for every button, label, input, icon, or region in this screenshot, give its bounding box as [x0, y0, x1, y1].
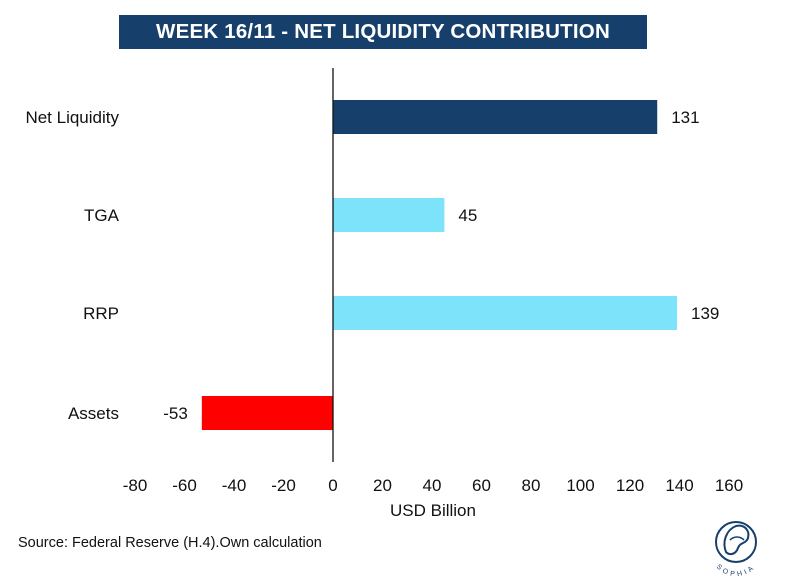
x-tick-label: -40	[222, 476, 247, 495]
x-tick-label: -60	[172, 476, 197, 495]
x-tick-label: 40	[423, 476, 442, 495]
category-label: Assets	[68, 404, 119, 423]
x-tick-label: 60	[472, 476, 491, 495]
source-note: Source: Federal Reserve (H.4).Own calcul…	[18, 535, 322, 551]
sophia-logo-icon: SOPHIA	[715, 521, 757, 578]
category-label: Net Liquidity	[25, 108, 119, 127]
x-tick-labels: -80 -60 -40 -20 0 20 40 60 80 100 120 140 160	[123, 476, 743, 495]
data-label: 139	[691, 304, 719, 323]
x-tick-label: -20	[271, 476, 296, 495]
x-tick-label: -80	[123, 476, 148, 495]
bars-group	[201, 100, 678, 430]
bar-assets	[201, 396, 333, 430]
x-tick-label: 100	[566, 476, 594, 495]
x-tick-label: 20	[373, 476, 392, 495]
category-label: RRP	[83, 304, 119, 323]
data-label: 131	[671, 108, 699, 127]
category-label: TGA	[84, 206, 120, 225]
x-tick-label: 0	[328, 476, 337, 495]
x-axis-title: USD Billion	[390, 501, 476, 520]
logo-wordmark: SOPHIA	[715, 563, 754, 578]
data-label: 45	[458, 206, 477, 225]
bar-tga	[333, 198, 445, 232]
bar-rrp	[333, 296, 678, 330]
data-label: -53	[163, 404, 188, 423]
category-labels: Net Liquidity TGA RRP Assets	[25, 108, 119, 423]
x-tick-label: 160	[715, 476, 743, 495]
x-tick-label: 140	[665, 476, 693, 495]
x-tick-label: 120	[616, 476, 644, 495]
x-tick-label: 80	[522, 476, 541, 495]
value-labels: 131 45 139 -53	[163, 108, 719, 423]
bar-net-liquidity	[333, 100, 658, 134]
chart-title: WEEK 16/11 - NET LIQUIDITY CONTRIBUTION	[119, 15, 647, 49]
svg-text:SOPHIA: SOPHIA	[715, 563, 757, 578]
